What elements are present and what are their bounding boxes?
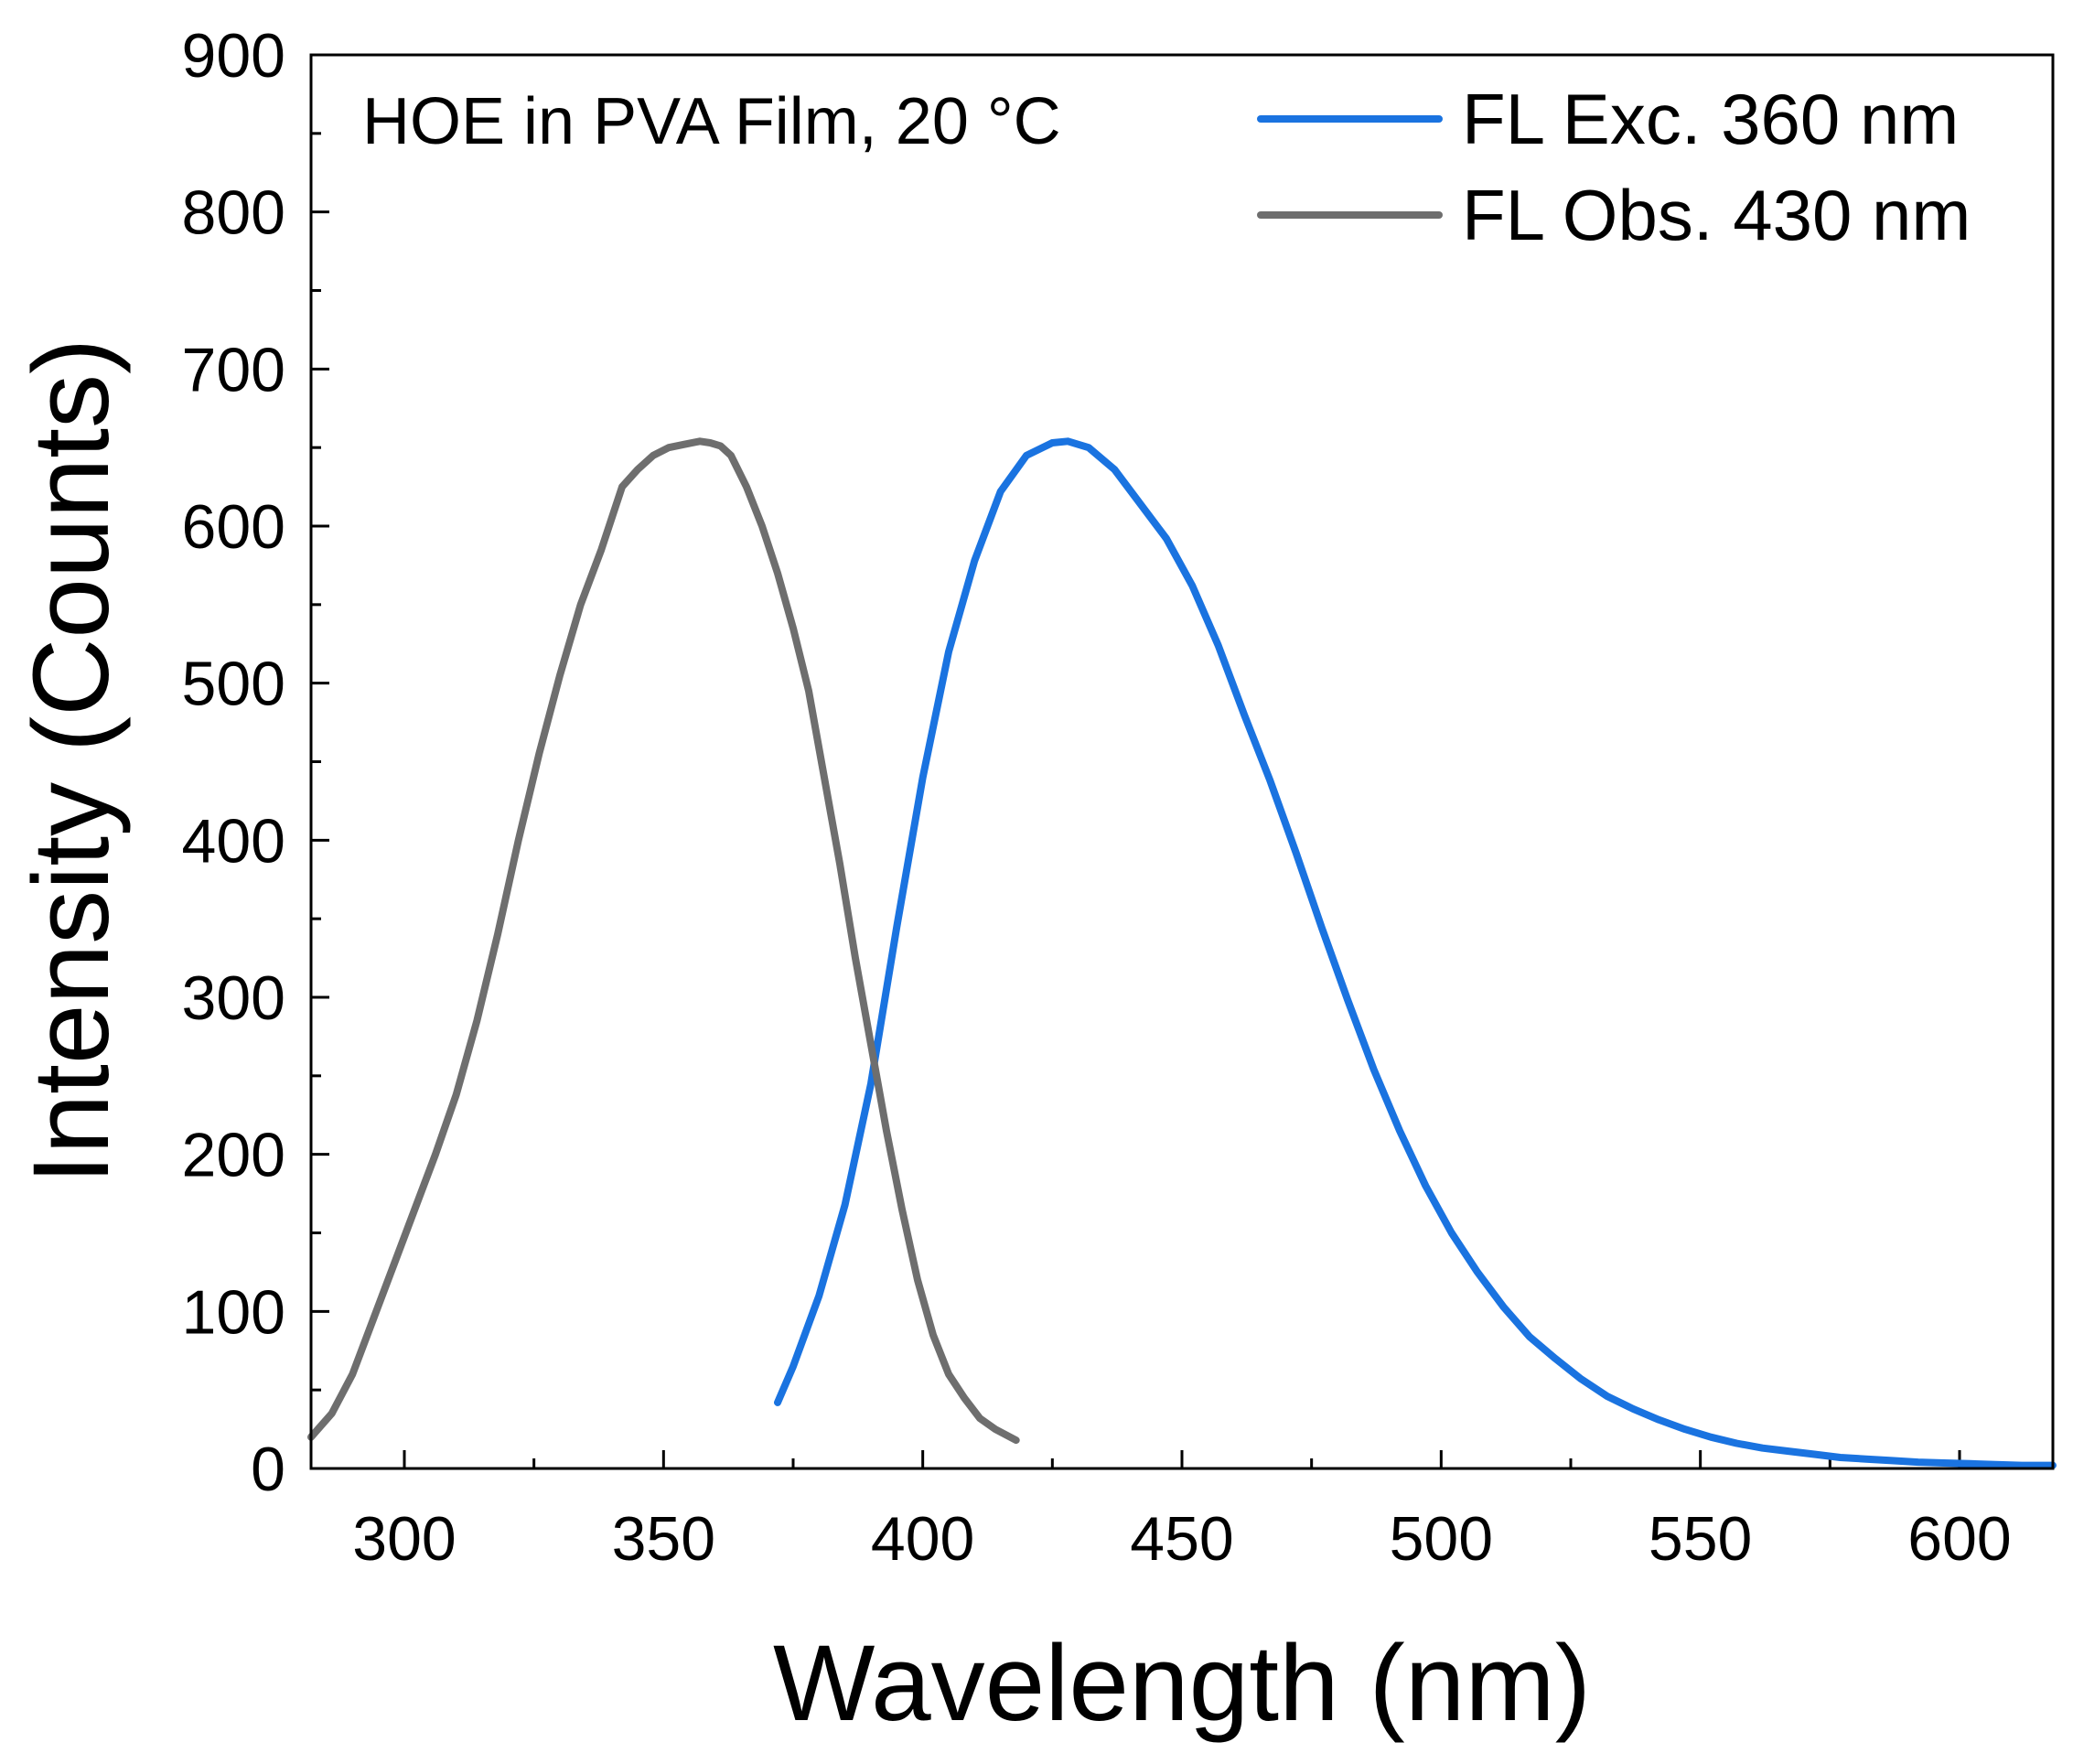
- y-tick-label: 0: [251, 1435, 285, 1504]
- chart-annotation: HOE in PVA Film, 20 °C: [362, 85, 1061, 158]
- x-tick-label: 600: [1907, 1504, 2011, 1574]
- y-tick-label: 300: [182, 963, 285, 1033]
- x-tick-label: 550: [1649, 1504, 1752, 1574]
- x-tick-label: 400: [871, 1504, 974, 1574]
- series-line-2: [307, 437, 1020, 1445]
- y-tick-label: 400: [182, 806, 285, 876]
- x-tick-label: 500: [1390, 1504, 1493, 1574]
- y-tick-label: 200: [182, 1121, 285, 1190]
- y-axis-label: Intensity (Counts): [11, 339, 132, 1185]
- y-tick-label: 700: [182, 335, 285, 404]
- x-axis-label: Wavelength (nm): [773, 1623, 1591, 1744]
- plot-frame: [309, 53, 2055, 1470]
- legend-label-2: FL Obs. 430 nm: [1462, 175, 1971, 255]
- legend-label-1: FL Exc. 360 nm: [1462, 79, 1959, 159]
- x-tick-label: 450: [1130, 1504, 1233, 1574]
- series-layer: [307, 437, 2057, 1469]
- legend: FL Exc. 360 nm FL Obs. 430 nm: [1257, 79, 1971, 255]
- y-tick-label: 800: [182, 178, 285, 248]
- y-tick-label: 100: [182, 1277, 285, 1347]
- axes: 300 350 400 450 500 550 600 0 100 200 300 400 500 600…: [182, 21, 2012, 1574]
- x-tick-label: 300: [352, 1504, 456, 1574]
- y-tick-label: 600: [182, 492, 285, 562]
- y-tick-label: 500: [182, 650, 285, 719]
- y-tick-label: 900: [182, 21, 285, 91]
- x-tick-label: 350: [612, 1504, 715, 1574]
- series-line-1: [774, 437, 2057, 1469]
